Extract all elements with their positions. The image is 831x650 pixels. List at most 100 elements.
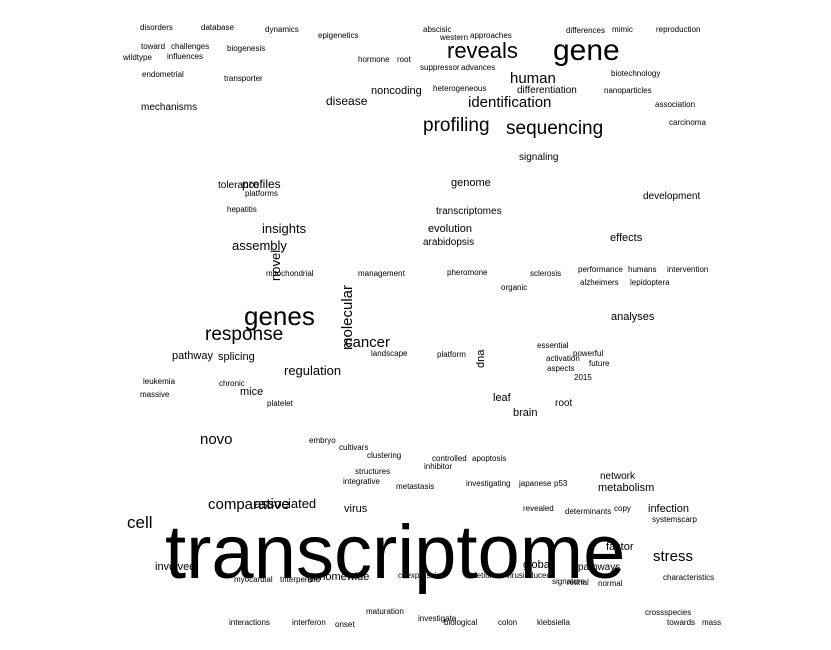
word-platform: platform bbox=[437, 350, 466, 359]
word-interferon: interferon bbox=[292, 618, 326, 627]
word-leaf: leaf bbox=[493, 392, 512, 404]
word-klebsiella: klebsiella bbox=[537, 618, 570, 627]
word-analyses: analyses bbox=[611, 311, 655, 323]
word-biological: biological bbox=[444, 618, 478, 627]
word-systemscarp: systemscarp bbox=[652, 515, 697, 524]
word-pathway: pathway bbox=[172, 350, 213, 362]
word-infection: infection bbox=[648, 503, 689, 515]
word-epigenetics: epigenetics bbox=[318, 31, 358, 40]
word-future: future bbox=[589, 359, 610, 368]
word-toward: toward bbox=[141, 42, 165, 51]
word-human: human bbox=[510, 70, 556, 87]
word-metastasis: metastasis bbox=[396, 482, 434, 491]
word-profiling: profiling bbox=[423, 115, 490, 136]
word-signaling: signaling bbox=[519, 152, 558, 163]
word-copy: copy bbox=[614, 504, 631, 513]
word-network: network bbox=[600, 471, 636, 482]
word-molecular: molecular bbox=[339, 285, 356, 350]
word-lepidoptera: lepidoptera bbox=[630, 278, 670, 287]
word-identification: identification bbox=[468, 94, 551, 111]
word-crossspecies: crossspecies bbox=[645, 608, 691, 617]
word-virus: virus bbox=[344, 503, 368, 515]
word-virusinduced: virusinduced bbox=[506, 571, 551, 580]
word-landscape: landscape bbox=[371, 349, 408, 358]
word-platelet: platelet bbox=[267, 399, 294, 408]
word-coexpression: coexpression bbox=[398, 571, 445, 580]
word-regulation: regulation bbox=[284, 363, 341, 378]
word-determinants: determinants bbox=[565, 507, 611, 516]
word-effects: effects bbox=[610, 232, 643, 244]
word-reproduction: reproduction bbox=[656, 25, 700, 34]
word-management: management bbox=[358, 269, 405, 278]
word-transcriptomes: transcriptomes bbox=[436, 206, 502, 217]
word-arabidopsis: arabidopsis bbox=[423, 237, 474, 248]
word-assembly: assembly bbox=[232, 238, 287, 253]
word-colon: colon bbox=[498, 618, 517, 627]
word-clustering: clustering bbox=[367, 451, 401, 460]
word-endometrial: endometrial bbox=[142, 70, 184, 79]
word-maturation: maturation bbox=[366, 607, 404, 616]
word-mechanisms: mechanisms bbox=[141, 102, 197, 113]
word-apoptosis: apoptosis bbox=[472, 454, 506, 463]
word-organic: organic bbox=[501, 283, 527, 292]
word-investigating: investigating bbox=[466, 479, 510, 488]
word-towards: towards bbox=[667, 618, 695, 627]
word-p53: p53 bbox=[554, 479, 568, 488]
word-gene: gene bbox=[553, 34, 620, 67]
word-genomewide: genomewide bbox=[307, 571, 369, 583]
word-disorders: disorders bbox=[140, 23, 173, 32]
word-development: development bbox=[643, 191, 700, 202]
word-carcinoma: carcinoma bbox=[669, 118, 706, 127]
word-involved: involved bbox=[155, 561, 195, 573]
word-signature: signature bbox=[552, 577, 585, 586]
word-triterpenoid: triterpenoid bbox=[280, 575, 320, 584]
word-performance: performance bbox=[578, 265, 623, 274]
word-interactions: interactions bbox=[229, 618, 270, 627]
word-biogenesis: biogenesis bbox=[227, 44, 265, 53]
word-sclerosis: sclerosis bbox=[530, 269, 561, 278]
word-controlled: controlled bbox=[432, 454, 467, 463]
word-novo: novo bbox=[200, 431, 233, 448]
word-noncoding: noncoding bbox=[371, 85, 422, 97]
word-factor: factor bbox=[606, 541, 634, 553]
word-approaches: approaches bbox=[470, 31, 512, 40]
word-pathways: pathways bbox=[578, 562, 620, 573]
word-biotechnology: biotechnology bbox=[611, 69, 660, 78]
word-retinal: retinal bbox=[567, 578, 589, 587]
word-database: database bbox=[201, 23, 234, 32]
word-influences: influences bbox=[167, 52, 203, 61]
word-association: association bbox=[655, 100, 695, 109]
word-genes: genes bbox=[244, 301, 315, 331]
word-powerful: powerful bbox=[573, 349, 603, 358]
word-humans: humans bbox=[628, 265, 656, 274]
word-leukemia: leukemia bbox=[143, 377, 176, 386]
word-chronic: chronic bbox=[219, 379, 245, 388]
word-pheromone: pheromone bbox=[447, 268, 488, 277]
word-heterogeneous: heterogeneous bbox=[433, 84, 486, 93]
word-integrative: integrative bbox=[343, 477, 380, 486]
word-mimic: mimic bbox=[612, 25, 633, 34]
word-cultivars: cultivars bbox=[339, 443, 368, 452]
word-inhibitor: inhibitor bbox=[424, 462, 452, 471]
word-activation: activation bbox=[546, 354, 580, 363]
word-response: response bbox=[205, 324, 283, 345]
word-transporter: transporter bbox=[224, 74, 263, 83]
word-dynamics: dynamics bbox=[265, 25, 299, 34]
word-splicing: splicing bbox=[218, 351, 255, 363]
word-brain: brain bbox=[513, 407, 537, 419]
word-differentiation: differentiation bbox=[517, 85, 577, 96]
word-stress: stress bbox=[653, 548, 693, 565]
word-revealed: revealed bbox=[523, 504, 554, 513]
word-global: global bbox=[523, 559, 552, 571]
word-novel: novel bbox=[268, 250, 283, 281]
word-myocardial: myocardial bbox=[234, 575, 273, 584]
word-mass: mass bbox=[702, 618, 721, 627]
word-hepatitis: hepatitis bbox=[227, 205, 257, 214]
word-transcriptome: transcriptome bbox=[165, 510, 625, 595]
word-wildtype: wildtype bbox=[122, 53, 152, 62]
word-evolution: evolution bbox=[428, 223, 472, 235]
word-mice: mice bbox=[240, 386, 263, 398]
word-platforms: platforms bbox=[245, 189, 278, 198]
word-essential: essential bbox=[537, 341, 569, 350]
word-intervention: intervention bbox=[667, 265, 708, 274]
